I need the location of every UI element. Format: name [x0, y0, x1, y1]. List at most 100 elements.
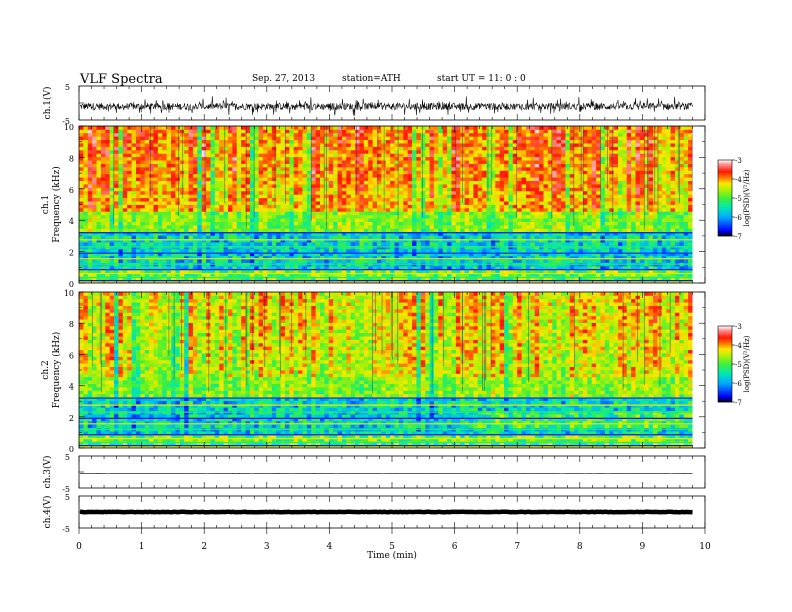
spectrogram-cell [534, 231, 540, 236]
spectrogram-cell [346, 214, 352, 219]
spectrogram-cell [495, 255, 501, 260]
spectrogram-cell [289, 272, 295, 277]
spectrogram-cell [438, 204, 444, 209]
spectrogram-cell [263, 180, 268, 185]
spectrogram-cell [534, 204, 540, 209]
spectrogram-cell [416, 173, 422, 178]
spectrogram-cell [504, 190, 509, 195]
spectrogram-cell [403, 170, 409, 175]
spectrogram-cell [232, 184, 238, 188]
spectrogram-cell [232, 170, 238, 175]
spectrogram-cell [412, 218, 417, 222]
spectrogram-cell [241, 173, 246, 178]
spectrogram-cell [289, 265, 295, 270]
spectrogram-cell [556, 248, 562, 253]
spectrogram-cell [469, 269, 474, 274]
spectrogram-cell [179, 204, 185, 209]
spectrogram-cell [100, 242, 106, 246]
spectrogram-cell [539, 207, 544, 212]
spectrogram-cell [232, 279, 238, 283]
spectrogram-cell [657, 207, 663, 212]
spectrogram-cell [258, 259, 264, 263]
spectrogram-cell [293, 173, 299, 178]
spectrogram-cell [407, 221, 413, 226]
spectrogram-cell [333, 218, 338, 222]
spectrogram-cell [100, 259, 106, 263]
spectrogram-cell [521, 252, 527, 257]
spectrogram-cell [100, 197, 106, 202]
spectrogram-cell [166, 242, 172, 246]
spectrogram-cell [267, 242, 273, 246]
spectrogram-cell [683, 252, 689, 257]
spectrogram-cell [385, 170, 391, 175]
spectrogram-cell [289, 207, 295, 212]
spectrogram-cell [617, 252, 623, 257]
spectrogram-cell [617, 231, 623, 236]
spectrogram-cell [420, 242, 426, 246]
spectrogram-cell [495, 235, 501, 240]
spectrogram-cell [350, 187, 356, 192]
spectrogram-cell [683, 187, 689, 192]
spectrogram-cell [578, 201, 584, 205]
spectrogram-cell [412, 190, 417, 195]
spectrogram-cell [477, 190, 483, 195]
spectrogram-cell [429, 228, 435, 233]
spectrogram-cell [293, 170, 299, 175]
spectrogram-cell [135, 163, 141, 168]
spectrogram-cell [245, 163, 251, 168]
spectrogram-cell [197, 231, 203, 236]
spectrogram-cell [390, 248, 395, 253]
spectrogram-cell [512, 231, 518, 236]
spectrogram-cell [337, 269, 343, 274]
spectrogram-cell [350, 279, 356, 283]
spectrogram-cell [214, 235, 220, 240]
spectrogram-cell [197, 166, 203, 171]
spectrogram-cell [201, 214, 207, 219]
spectrogram-cell [631, 231, 636, 236]
spectrogram-cell [574, 194, 579, 199]
spectrogram-cell [118, 265, 124, 270]
spectrogram-cell [311, 218, 317, 222]
spectrogram-cell [547, 180, 553, 185]
spectrogram-cell [385, 228, 391, 233]
spectrogram-cell [521, 269, 527, 274]
spectrogram-cell [438, 190, 444, 195]
spectrogram-cell [674, 170, 680, 175]
spectrogram-cell [79, 201, 84, 205]
spectrogram-cell [171, 279, 176, 283]
spectrogram-cell [149, 231, 154, 236]
spectrogram-cell [626, 252, 632, 257]
spectrogram-cell [530, 279, 536, 283]
spectrogram-cell [565, 214, 571, 219]
spectrogram-cell [201, 166, 207, 171]
spectrogram-cell [157, 204, 163, 209]
spectrogram-cell [416, 197, 422, 202]
spectrogram-cell [376, 272, 382, 277]
spectrogram-cell [451, 204, 457, 209]
spectrogram-cell [473, 166, 479, 171]
spectrogram-cell [429, 166, 435, 171]
spectrogram-cell [591, 170, 597, 175]
spectrogram-cell [298, 190, 303, 195]
spectrogram-cell [153, 265, 159, 270]
spectrogram-cell [425, 228, 430, 233]
spectrogram-cell [333, 211, 338, 216]
spectrogram-cell [140, 214, 146, 219]
spectrogram-cell [600, 248, 606, 253]
spectrogram-cell [552, 221, 558, 226]
spectrogram-cell [184, 170, 189, 175]
spectrogram-cell [508, 221, 514, 226]
spectrogram-cell [293, 207, 299, 212]
spectrogram-cell [622, 252, 628, 257]
spectrogram-cell [390, 180, 395, 185]
spectrogram-cell [341, 218, 347, 222]
spectrogram-cell [267, 221, 273, 226]
spectrogram-cell [477, 255, 483, 260]
spectrogram-cell [271, 170, 277, 175]
spectrogram-cell [596, 221, 601, 226]
spectrogram-cell [433, 170, 439, 175]
spectrogram-cell [482, 248, 487, 253]
spectrogram-cell [403, 187, 409, 192]
spectrogram-cell [284, 221, 290, 226]
spectrogram-cell [355, 207, 360, 212]
